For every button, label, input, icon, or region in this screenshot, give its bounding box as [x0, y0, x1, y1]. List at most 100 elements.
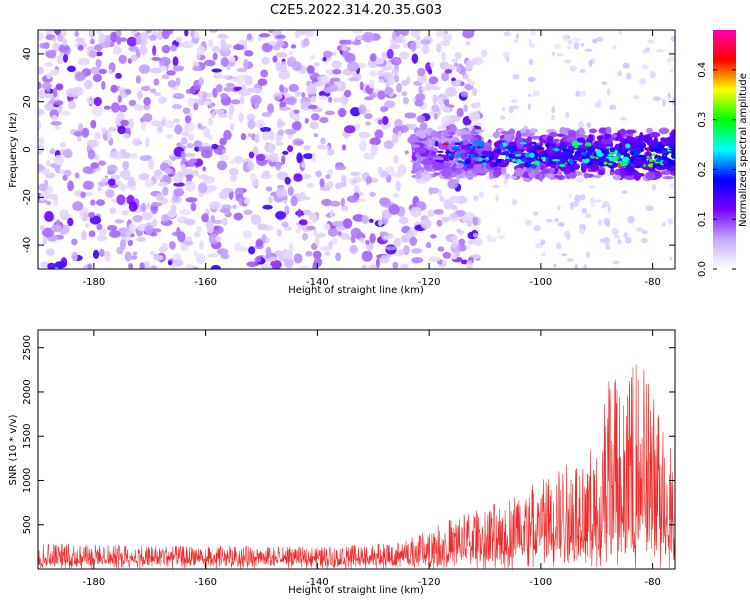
heatmap-blob	[98, 160, 106, 166]
heatmap-blob	[54, 100, 64, 106]
heatmap-blob	[395, 181, 401, 192]
heatmap-blob	[469, 80, 476, 86]
heatmap-blob	[435, 30, 445, 38]
heatmap-blob	[501, 165, 507, 175]
heatmap-blob	[340, 232, 350, 240]
heatmap-blob	[417, 137, 428, 142]
heatmap-blob	[306, 80, 312, 87]
heatmap-y-tick-label: 40	[22, 48, 33, 61]
heatmap-blob	[132, 251, 138, 256]
heatmap-blob	[530, 30, 536, 36]
heatmap-blob	[96, 30, 101, 35]
heatmap-blob	[671, 97, 675, 105]
heatmap-blob	[463, 104, 468, 112]
heatmap-blob	[662, 176, 674, 180]
heatmap-blob	[97, 186, 102, 192]
heatmap-blob	[453, 115, 461, 122]
heatmap-blob	[340, 197, 345, 208]
heatmap-blob	[246, 113, 256, 121]
heatmap-blob	[444, 151, 453, 154]
heatmap-blob	[361, 250, 373, 262]
heatmap-blob	[359, 140, 367, 152]
colorbar-ticks: 0.0 0.1 0.2 0.3 0.4	[697, 62, 736, 277]
heatmap-blob	[465, 40, 471, 46]
heatmap-blob	[568, 158, 574, 165]
heatmap-blob	[194, 145, 200, 152]
heatmap-blob	[151, 202, 163, 207]
heatmap-y-tick-label: -40	[22, 237, 33, 253]
heatmap-blob	[444, 91, 450, 95]
heatmap-blob	[196, 226, 203, 233]
heatmap-blob	[341, 144, 347, 151]
heatmap-blob	[305, 250, 313, 257]
heatmap-blob	[112, 45, 121, 56]
heatmap-blob	[290, 195, 298, 207]
heatmap-blob	[350, 235, 356, 244]
heatmap-blob	[620, 162, 627, 167]
heatmap-blob	[377, 90, 386, 100]
heatmap-blob	[80, 191, 86, 199]
heatmap-blob	[219, 75, 230, 79]
heatmap-blob	[132, 214, 143, 223]
heatmap-blob	[440, 168, 452, 178]
heatmap-blob	[193, 169, 200, 177]
heatmap-blob	[157, 181, 169, 187]
heatmap-blob	[106, 129, 112, 141]
heatmap-blob	[451, 58, 459, 63]
heatmap-blob	[129, 185, 137, 191]
heatmap-blob	[438, 96, 443, 104]
heatmap-blob	[512, 74, 519, 80]
heatmap-blob	[382, 235, 394, 240]
heatmap-blob	[614, 235, 620, 239]
heatmap-blob	[345, 39, 352, 45]
heatmap-blob	[199, 240, 204, 250]
heatmap-blob	[293, 173, 303, 182]
heatmap-blob	[566, 46, 572, 49]
heatmap-blob	[294, 90, 302, 97]
heatmap-blob	[450, 212, 459, 219]
heatmap-blob	[240, 133, 247, 141]
heatmap-blob	[150, 265, 157, 269]
heatmap-blob	[470, 153, 475, 159]
heatmap-blob	[153, 254, 164, 261]
heatmap-blob	[261, 112, 272, 117]
heatmap-blob	[152, 218, 158, 228]
heatmap-blob	[341, 44, 348, 51]
heatmap-blob	[75, 71, 86, 82]
snr-y-tick-label: 2000	[22, 379, 33, 404]
heatmap-blob	[166, 134, 173, 139]
heatmap-blob	[453, 62, 459, 67]
heatmap-blob	[347, 195, 359, 203]
heatmap-blob	[583, 264, 588, 269]
heatmap-blob	[405, 230, 415, 238]
heatmap-blob	[92, 249, 100, 259]
heatmap-blob	[303, 38, 310, 47]
heatmap-blob	[409, 41, 417, 52]
heatmap-blob	[623, 232, 629, 239]
heatmap-blob	[83, 79, 93, 90]
heatmap-blob	[239, 246, 249, 252]
heatmap-blob	[71, 238, 78, 246]
heatmap-blob	[469, 149, 476, 155]
heatmap-blob	[525, 219, 532, 226]
heatmap-blob	[289, 109, 295, 119]
heatmap-blob	[501, 142, 508, 147]
heatmap-blob	[568, 172, 577, 179]
heatmap-blob	[68, 100, 76, 110]
heatmap-blob	[584, 48, 593, 52]
heatmap-blob	[278, 69, 290, 80]
heatmap-blob	[94, 154, 100, 161]
heatmap-blob	[466, 260, 473, 268]
heatmap-blob	[645, 205, 654, 212]
heatmap-blob	[649, 71, 656, 79]
heatmap-blob	[274, 96, 282, 101]
heatmap-blob	[545, 142, 551, 148]
heatmap-blob	[511, 105, 520, 110]
heatmap-blob	[49, 49, 57, 55]
heatmap-blob	[106, 170, 116, 175]
heatmap-blob	[184, 115, 191, 124]
heatmap-blob	[580, 194, 586, 201]
heatmap-blob	[128, 45, 139, 52]
heatmap-blob	[284, 128, 297, 135]
heatmap-blob	[442, 252, 452, 259]
